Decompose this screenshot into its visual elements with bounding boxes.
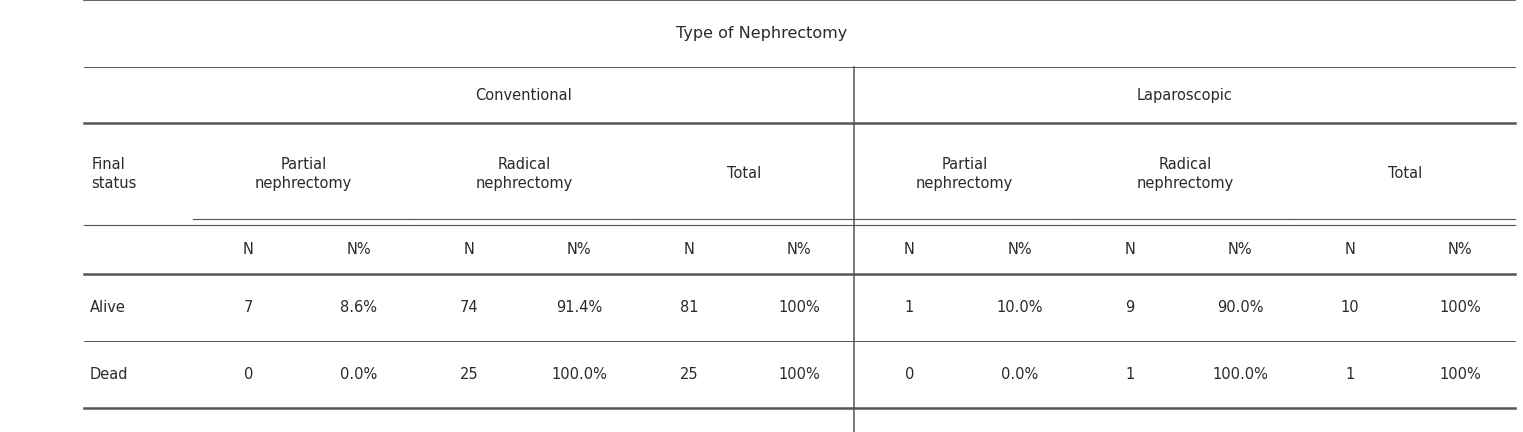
Text: Conventional: Conventional: [475, 88, 573, 102]
Text: 74: 74: [460, 300, 478, 315]
Text: 1: 1: [1125, 367, 1135, 382]
Text: 1: 1: [905, 300, 914, 315]
Text: N%: N%: [1228, 242, 1252, 257]
Text: N: N: [684, 242, 694, 257]
Text: 25: 25: [460, 367, 478, 382]
Text: Radical
nephrectomy: Radical nephrectomy: [1136, 157, 1234, 191]
Text: N%: N%: [1007, 242, 1033, 257]
Text: 81: 81: [679, 300, 699, 315]
Text: N: N: [905, 242, 915, 257]
Text: N: N: [463, 242, 474, 257]
Text: N: N: [1345, 242, 1355, 257]
Text: Radical
nephrectomy: Radical nephrectomy: [475, 157, 573, 191]
Text: 25: 25: [679, 367, 699, 382]
Text: 100%: 100%: [778, 367, 821, 382]
Text: 100%: 100%: [778, 300, 821, 315]
Text: 8.6%: 8.6%: [340, 300, 378, 315]
Text: Total: Total: [726, 166, 762, 181]
Text: Type of Nephrectomy: Type of Nephrectomy: [676, 26, 847, 41]
Text: 100%: 100%: [1439, 300, 1482, 315]
Text: 91.4%: 91.4%: [556, 300, 602, 315]
Text: 100%: 100%: [1439, 367, 1482, 382]
Text: 10: 10: [1340, 300, 1360, 315]
Text: N%: N%: [346, 242, 372, 257]
Text: N%: N%: [567, 242, 591, 257]
Text: Laparoscopic: Laparoscopic: [1138, 88, 1232, 102]
Text: 100.0%: 100.0%: [551, 367, 608, 382]
Text: 90.0%: 90.0%: [1217, 300, 1263, 315]
Text: 0: 0: [905, 367, 914, 382]
Text: Final
status: Final status: [91, 157, 137, 191]
Text: Total: Total: [1387, 166, 1422, 181]
Text: 0.0%: 0.0%: [340, 367, 378, 382]
Text: Alive: Alive: [90, 300, 126, 315]
Text: N: N: [1124, 242, 1135, 257]
Text: Dead: Dead: [90, 367, 128, 382]
Text: 0: 0: [244, 367, 253, 382]
Text: 7: 7: [244, 300, 253, 315]
Text: 10.0%: 10.0%: [996, 300, 1043, 315]
Text: 1: 1: [1345, 367, 1355, 382]
Text: 9: 9: [1125, 300, 1135, 315]
Text: N: N: [244, 242, 254, 257]
Text: Partial
nephrectomy: Partial nephrectomy: [254, 157, 352, 191]
Text: N%: N%: [787, 242, 812, 257]
Text: Partial
nephrectomy: Partial nephrectomy: [915, 157, 1013, 191]
Text: 100.0%: 100.0%: [1212, 367, 1269, 382]
Text: N%: N%: [1448, 242, 1473, 257]
Text: 0.0%: 0.0%: [1001, 367, 1039, 382]
